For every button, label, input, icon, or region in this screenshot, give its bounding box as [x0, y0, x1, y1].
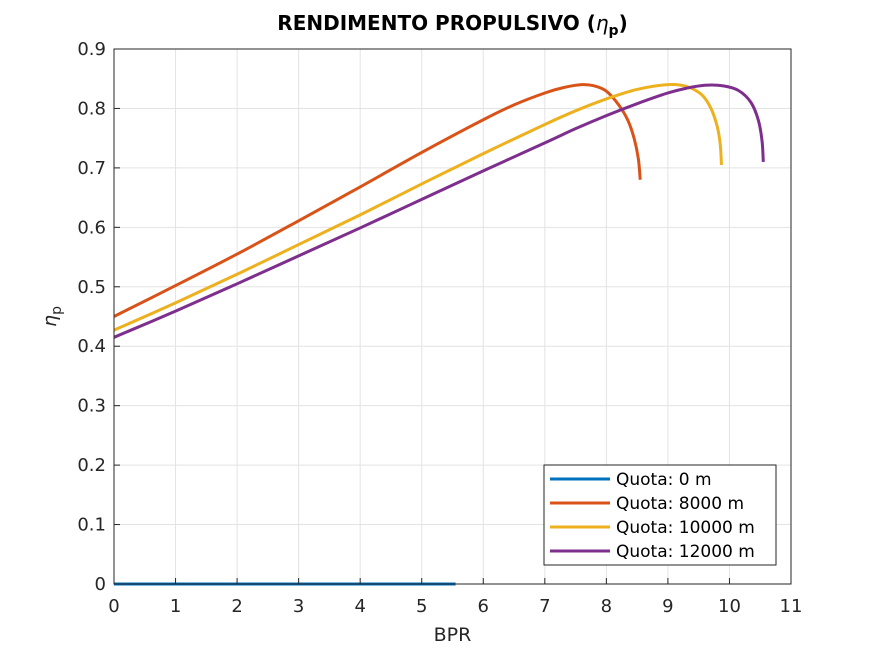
legend-label: Quota: 10000 m [616, 518, 755, 538]
y-axis-label-subscript: p [49, 306, 65, 315]
y-tick-label: 0.4 [77, 336, 106, 357]
x-tick-label: 2 [231, 596, 242, 617]
title-symbol: η [596, 11, 609, 35]
x-tick-label: 5 [416, 596, 427, 617]
x-tick-label: 4 [354, 596, 365, 617]
y-tick-label: 0.1 [77, 515, 106, 536]
legend: Quota: 0 m Quota: 8000 m Quota: 10000 m Quo… [543, 464, 777, 566]
legend-box [543, 464, 777, 566]
y-tick-label: 0 [95, 574, 106, 595]
x-axis-label: BPR [434, 624, 472, 646]
plot-frame [113, 48, 792, 585]
x-tick-label: 11 [780, 596, 803, 617]
series-line-4 [113, 83, 765, 339]
y-tick-label: 0.6 [77, 217, 106, 238]
y-tick-label: 0.9 [77, 39, 106, 60]
x-tick-label: 6 [478, 596, 489, 617]
x-tick-label: 1 [170, 596, 181, 617]
title-prefix: RENDIMENTO PROPULSIVO ( [277, 11, 596, 35]
ticks [113, 48, 792, 585]
series-line-2 [113, 83, 642, 318]
y-axis-label: ηp [39, 306, 65, 327]
y-tick-label: 0.8 [77, 98, 106, 119]
legend-label: Quota: 0 m [616, 470, 712, 490]
y-tick-label: 0.2 [77, 455, 106, 476]
x-tick-label: 9 [662, 596, 673, 617]
y-tick-label: 0.5 [77, 277, 106, 298]
legend-label: Quota: 8000 m [616, 494, 744, 514]
x-tick-label: 7 [539, 596, 550, 617]
x-tick-label: 8 [601, 596, 612, 617]
series-line-3 [113, 83, 723, 332]
x-tick-label: 0 [108, 596, 119, 617]
x-tick-label: 10 [718, 596, 741, 617]
y-tick-label: 0.7 [77, 158, 106, 179]
tick-labels: 0 1 2 3 4 5 6 7 8 9 10 11 0 0.1 0.2 0.3 0.4 0.5 0.6 0.7 0.8 0… [77, 39, 802, 617]
x-tick-label: 3 [293, 596, 304, 617]
legend-label: Quota: 12000 m [616, 542, 755, 562]
y-axis-label-symbol: η [39, 315, 61, 327]
title-subscript: p [609, 23, 619, 39]
title-suffix: ) [619, 11, 628, 35]
chart-title: RENDIMENTO PROPULSIVO (ηp) [277, 11, 627, 39]
y-tick-label: 0.3 [77, 396, 106, 417]
